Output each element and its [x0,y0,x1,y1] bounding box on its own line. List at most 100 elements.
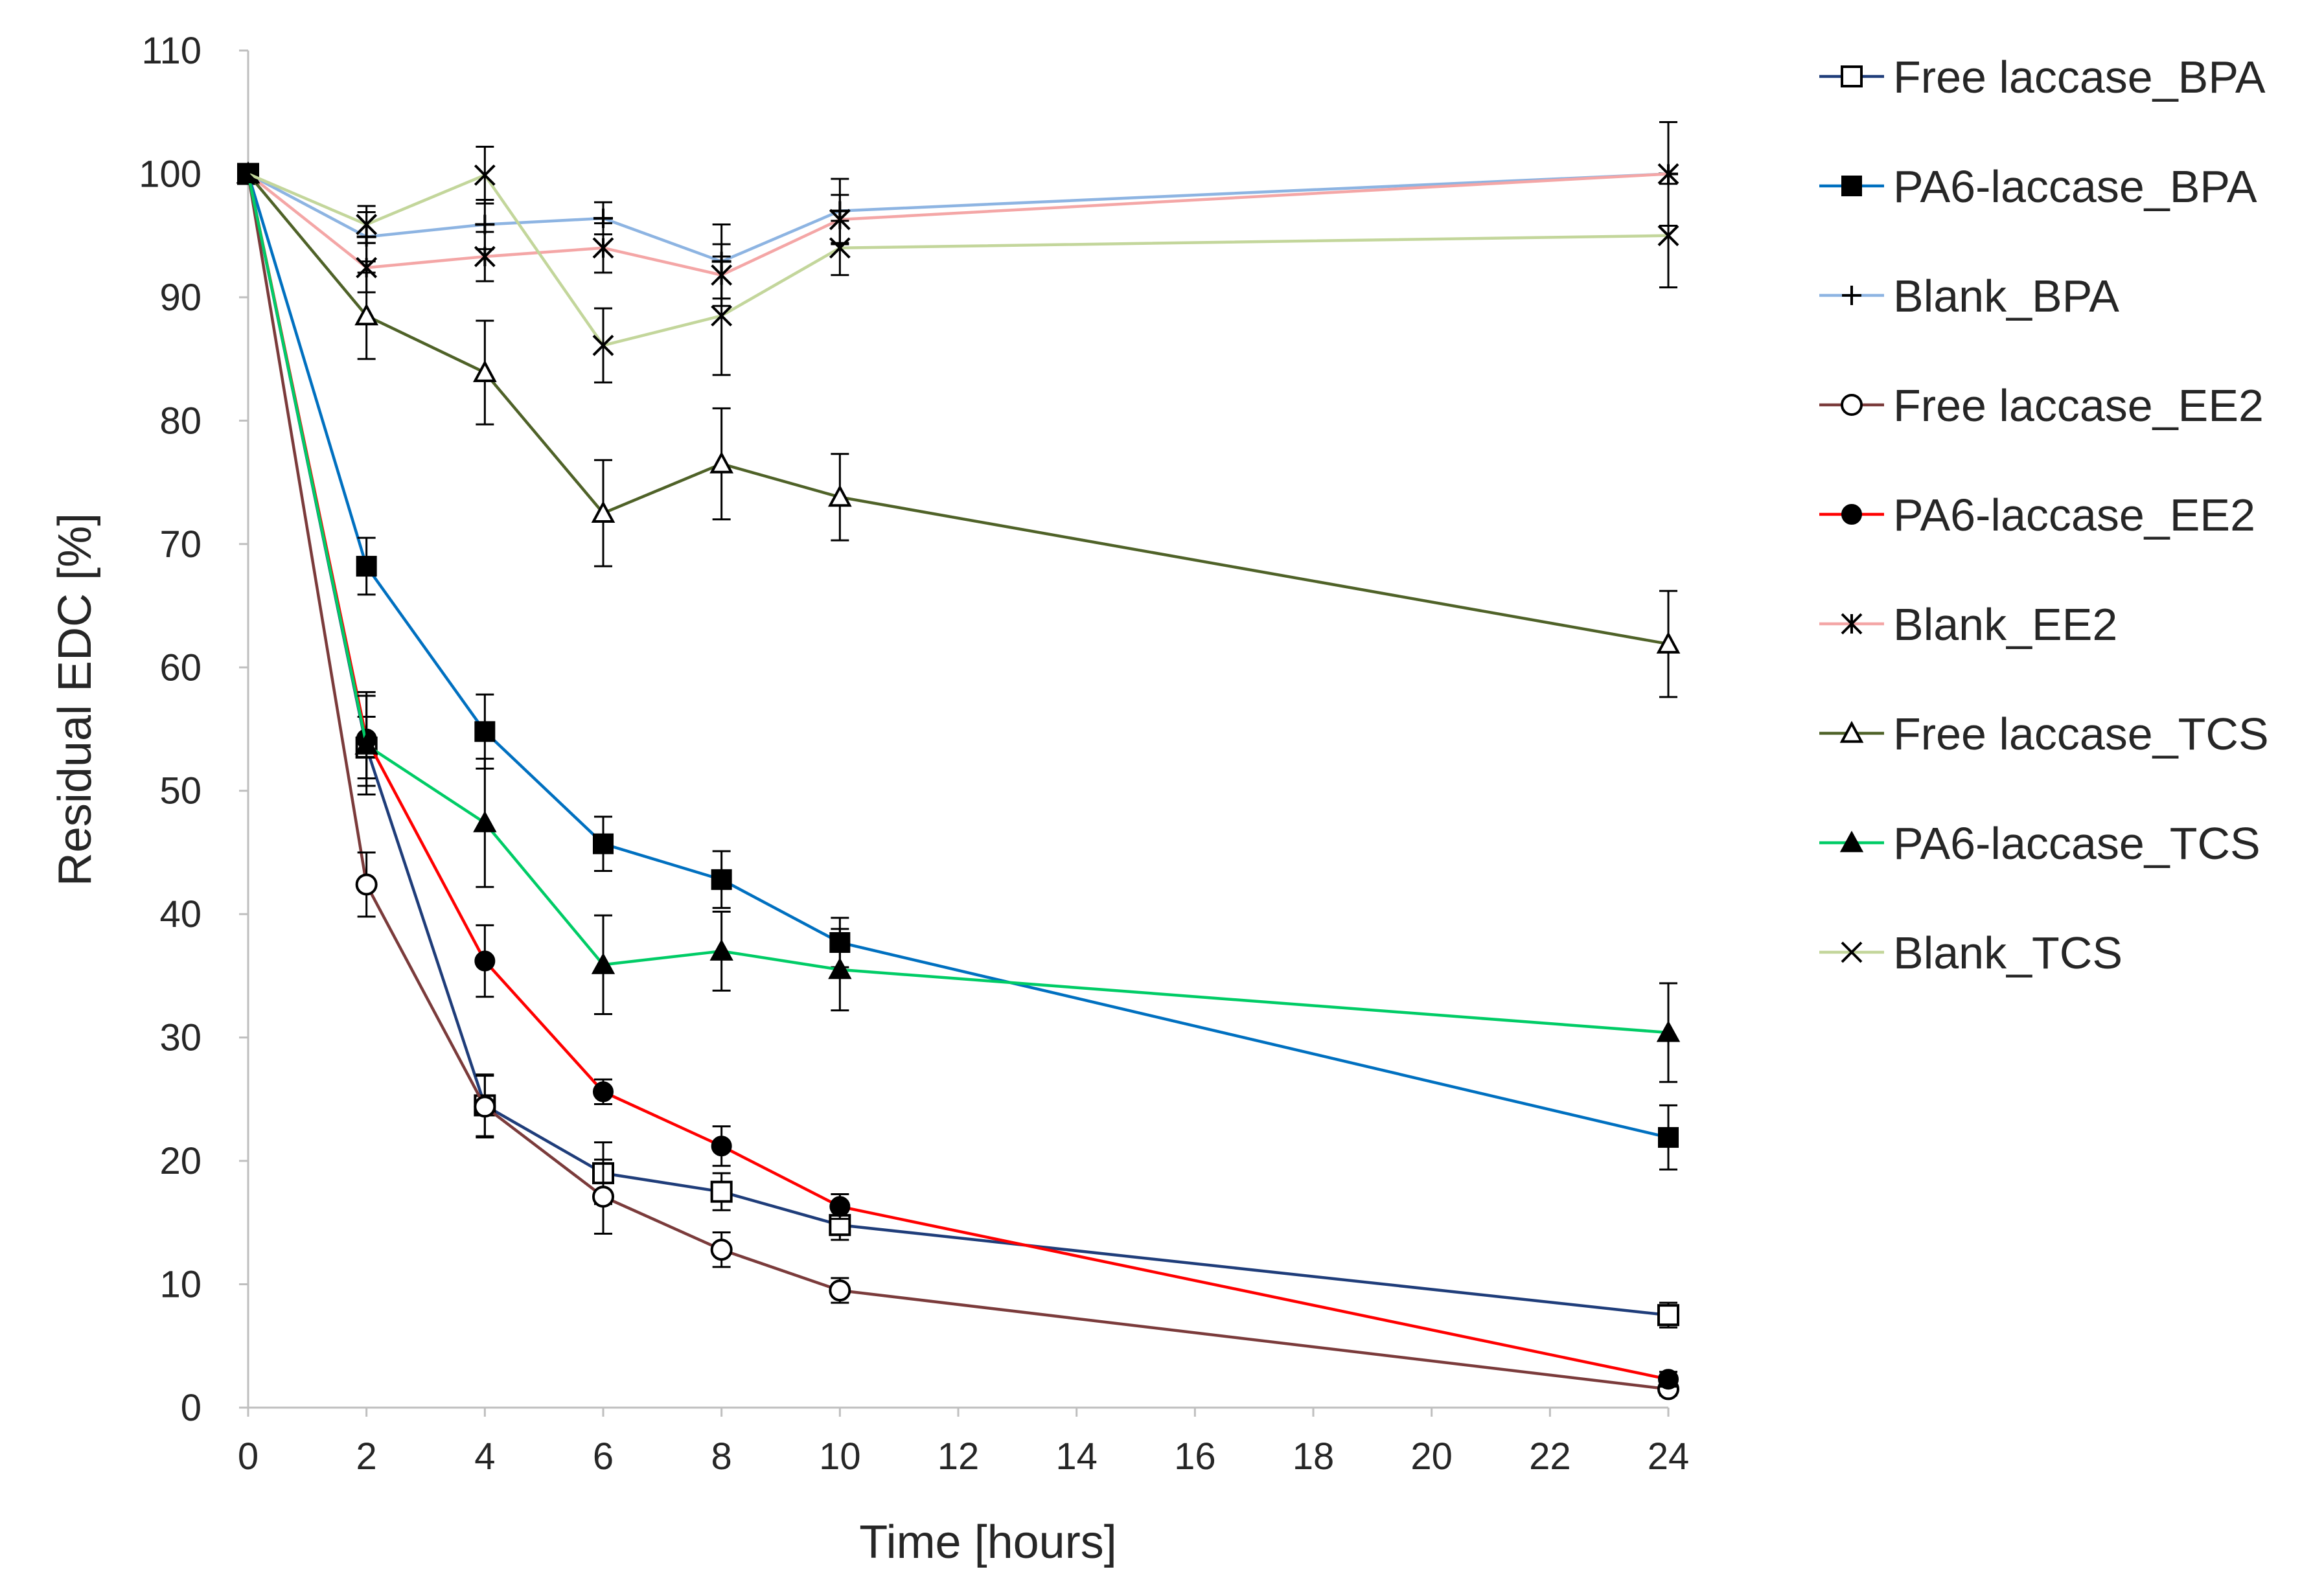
data-point [593,1081,614,1103]
data-point [711,869,732,890]
x-tick-label: 14 [1055,1435,1098,1478]
data-point [711,1136,732,1157]
data-point [355,873,378,896]
legend-marker [1841,176,1862,196]
y-tick-label: 10 [159,1264,201,1306]
data-point [474,246,496,268]
legend-marker [1841,613,1863,635]
data-point [474,1095,496,1118]
series-line [246,173,1669,1381]
legend-item-1: PA6-laccase_BPA [1819,161,2257,212]
data-point [710,1239,733,1261]
y-tick-label: 50 [159,770,201,812]
series-6 [236,161,1681,698]
legend-item-5: Blank_EE2 [1819,599,2117,650]
x-tick-label: 12 [938,1435,980,1478]
legend-marker [1839,720,1864,743]
legend-item-3: Free laccase_EE2 [1819,380,2264,431]
data-point [828,957,852,979]
x-tick-label: 2 [356,1435,377,1478]
legend-label: Free laccase_EE2 [1893,380,2264,431]
series-layer [236,120,1681,1400]
series-line [247,173,1669,646]
data-point [829,237,851,259]
data-point [356,556,377,577]
series-line [246,173,1669,1035]
x-tick-label: 10 [819,1435,861,1478]
legend-label: PA6-laccase_EE2 [1893,490,2255,540]
data-point [592,1185,614,1208]
data-point [474,164,496,186]
x-axis-title: Time [hours] [859,1516,1116,1568]
data-point [709,451,734,474]
y-axis-title: Residual EDC [%] [49,513,101,886]
y-tick-label: 110 [142,30,201,72]
x-tick-label: 8 [711,1435,732,1478]
x-tick-label: 0 [238,1435,259,1478]
data-point [829,1196,851,1217]
legend-marker [1841,941,1863,963]
series-4 [238,163,1679,1390]
legend-marker [1841,394,1863,416]
data-point [593,833,614,854]
x-tick-label: 24 [1648,1435,1690,1478]
legend-label: Free laccase_BPA [1893,52,2266,102]
data-point [592,334,614,356]
legend-item-4: PA6-laccase_EE2 [1819,490,2255,540]
series-2 [238,120,1678,300]
series-line [246,173,1669,1139]
series-0 [237,163,1679,1329]
x-tick-label: 20 [1410,1435,1453,1478]
series-line [246,174,1669,1391]
x-tick-label: 18 [1293,1435,1335,1478]
x-tick-label: 6 [593,1435,614,1478]
data-point [237,163,259,185]
data-point [1657,225,1679,247]
legend-label: Blank_EE2 [1893,599,2117,650]
y-tick-label: 100 [139,153,201,195]
data-point [354,733,378,755]
legend-item-0: Free laccase_BPA [1819,52,2266,102]
data-point [711,305,733,326]
legend-marker [1841,504,1862,525]
data-point [827,485,852,507]
series-line [247,172,1669,277]
data-point [591,500,616,523]
data-point [474,721,496,742]
data-point [591,952,616,974]
series-8 [237,146,1679,383]
y-tick-label: 20 [159,1140,201,1182]
data-point [592,237,614,259]
x-tick-label: 22 [1529,1435,1571,1478]
x-tick-label: 4 [474,1435,495,1478]
series-1 [238,163,1679,1171]
legend-label: PA6-laccase_TCS [1893,818,2261,869]
x-tick-label: 16 [1174,1435,1216,1478]
legend-item-7: PA6-laccase_TCS [1819,818,2261,869]
data-point [354,303,379,326]
series-7 [236,161,1681,1083]
legend-item-2: Blank_BPA [1819,271,2119,321]
legend-label: PA6-laccase_BPA [1893,161,2257,212]
data-point [829,1279,851,1302]
y-tick-label: 0 [181,1387,201,1429]
data-point [1656,1020,1681,1042]
series-5 [237,120,1679,307]
legend-item-8: Blank_TCS [1819,928,2123,978]
legend-marker [1839,830,1864,852]
y-tick-label: 90 [159,277,201,319]
y-tick-label: 30 [159,1017,201,1059]
data-point [472,360,497,382]
y-tick-label: 80 [159,400,201,442]
data-point [1658,1369,1679,1390]
data-point [474,950,496,972]
data-point [709,939,733,961]
data-point [1656,631,1681,654]
legend: Free laccase_BPA PA6-laccase_BPA Blank_BPA… [1819,52,2269,978]
y-tick-label: 60 [159,646,201,689]
series-line [246,174,1669,1317]
y-tick-label: 40 [159,893,201,935]
data-point [1657,1304,1679,1327]
